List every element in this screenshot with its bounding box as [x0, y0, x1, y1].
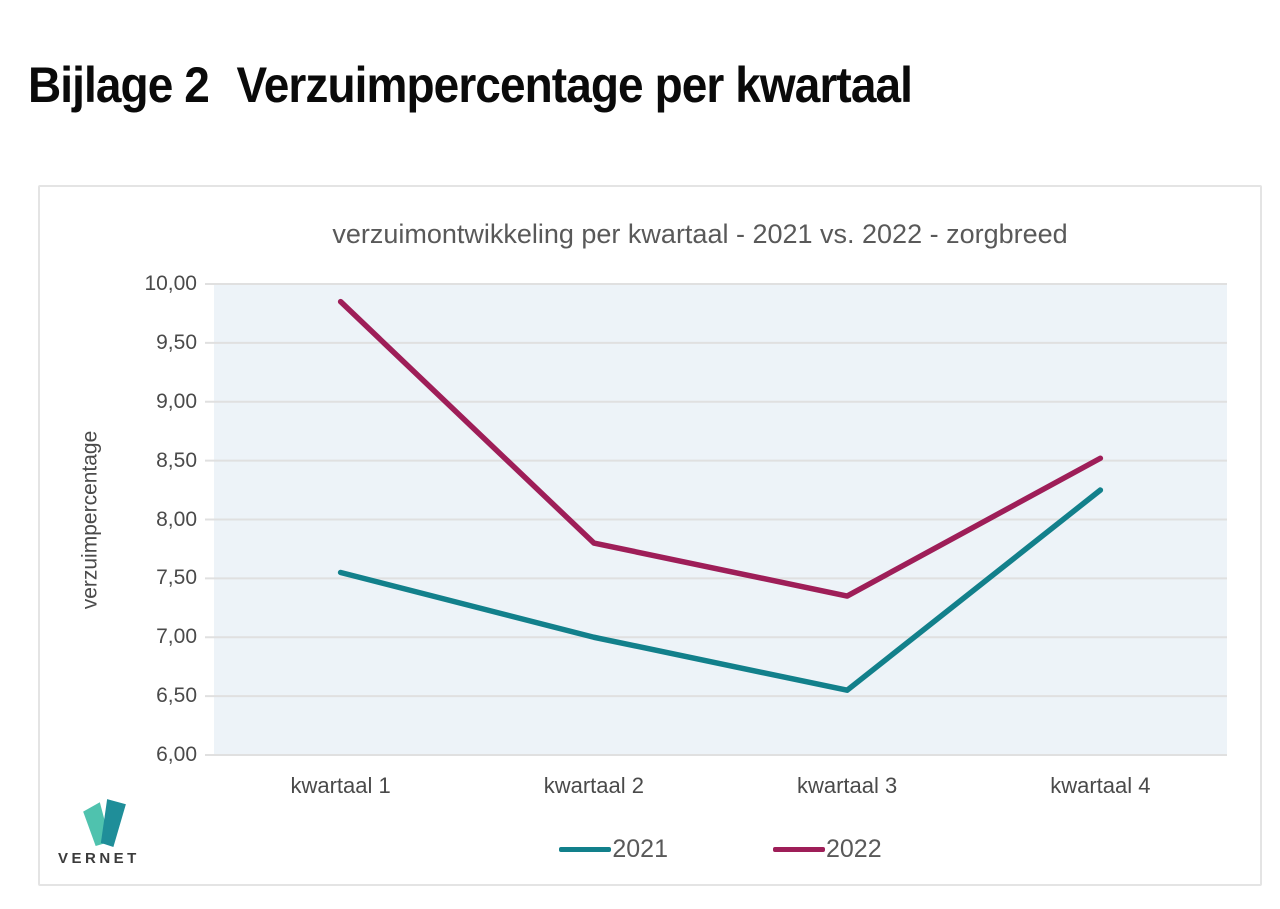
x-tick-label: kwartaal 4 — [1050, 773, 1151, 798]
page-title: Bijlage 2 Verzuimpercentage per kwartaal — [28, 56, 913, 114]
legend-item-2021: 2021 — [559, 835, 668, 864]
y-tick-label: 7,50 — [156, 566, 197, 590]
series-line-2021 — [337, 487, 1104, 693]
vernet-logo: VERNET — [58, 797, 178, 867]
y-tick-label: 6,00 — [156, 743, 197, 766]
legend-swatch-2022 — [773, 847, 825, 852]
page-title-prefix: Bijlage 2 — [28, 56, 210, 113]
page-title-text: Verzuimpercentage per kwartaal — [236, 56, 913, 113]
chart-card: verzuimontwikkeling per kwartaal - 2021 … — [38, 185, 1262, 886]
y-tick-label: 9,50 — [156, 330, 197, 354]
line-chart — [205, 283, 1227, 756]
y-axis-title-text: verzuimpercentage — [78, 430, 101, 609]
y-tick-label: 10,00 — [144, 272, 197, 295]
x-tick-label: kwartaal 1 — [290, 773, 391, 798]
y-tick-label: 9,00 — [156, 389, 197, 413]
chart-legend: 2021 2022 — [214, 835, 1227, 864]
y-tick-label: 6,50 — [156, 684, 197, 708]
x-tick-label: kwartaal 2 — [543, 773, 645, 798]
chart-title: verzuimontwikkeling per kwartaal - 2021 … — [332, 219, 1068, 249]
legend-label: 2021 — [612, 835, 668, 863]
vernet-logo-icon — [83, 799, 126, 847]
vernet-logo-text: VERNET — [58, 850, 140, 867]
x-tick-label: kwartaal 3 — [796, 773, 898, 798]
y-tick-label: 8,00 — [156, 507, 197, 531]
y-tick-label: 8,50 — [156, 448, 197, 472]
y-axis-title: verzuimpercentage — [60, 284, 120, 755]
legend-label: 2022 — [826, 835, 882, 863]
plot-area — [205, 283, 1227, 756]
series-line-2022 — [337, 298, 1104, 599]
y-tick-label: 7,00 — [156, 625, 197, 649]
legend-item-2022: 2022 — [773, 835, 882, 864]
legend-swatch-2021 — [559, 847, 612, 852]
